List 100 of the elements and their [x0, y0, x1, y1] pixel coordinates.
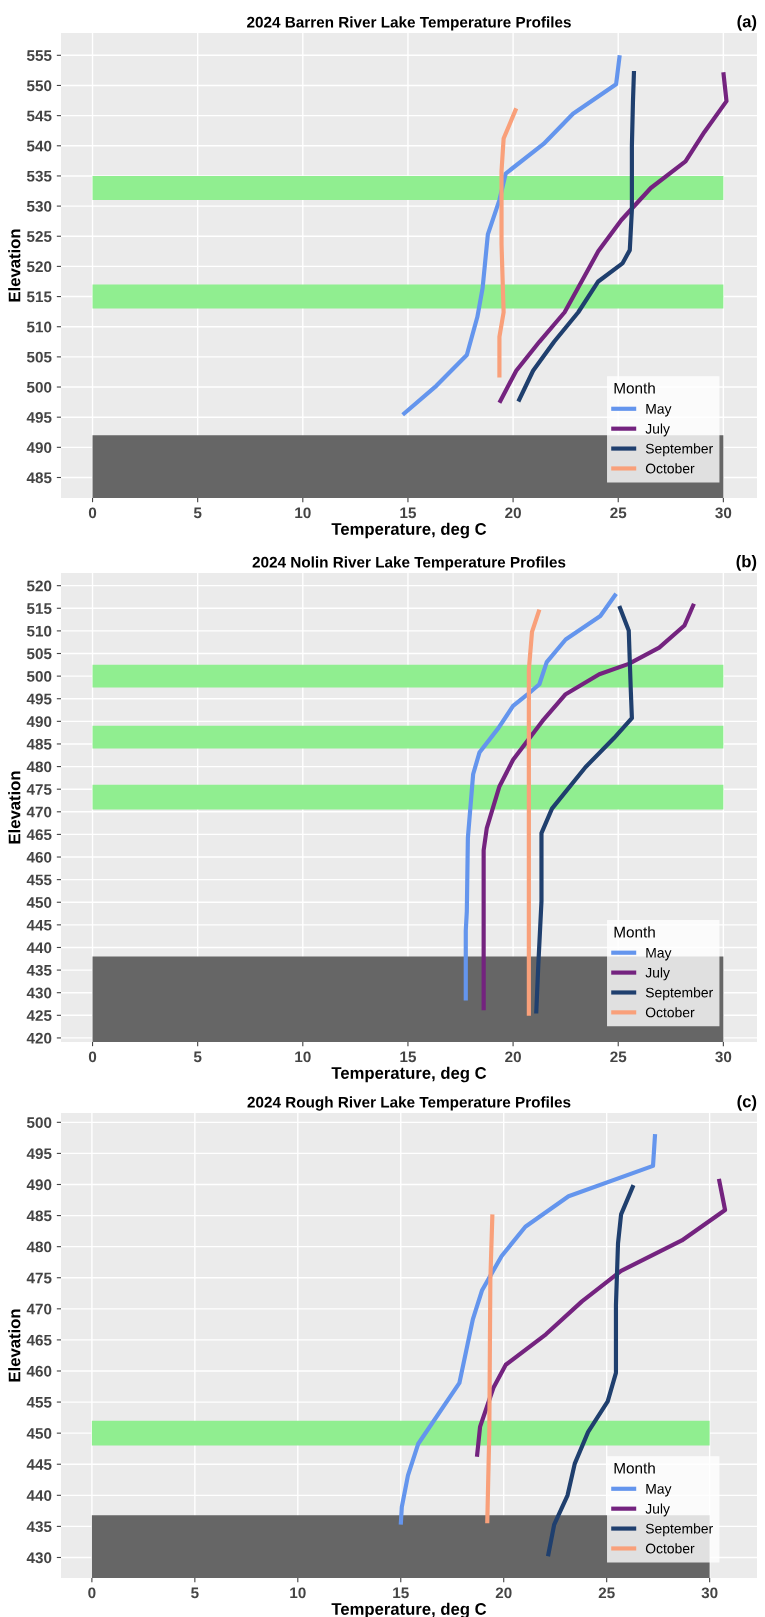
y-tick-label: 475: [26, 1272, 52, 1284]
text: (a): [737, 15, 757, 31]
y-tick-label: 505: [26, 648, 52, 660]
chart-title: 2024 Nolin River Lake Temperature Profiles: [252, 556, 566, 571]
y-tick-label: 500: [26, 1117, 52, 1129]
line-series: [474, 1176, 728, 1459]
y-tick-label: 450: [26, 1428, 52, 1439]
y-tick-label: 430: [26, 987, 52, 999]
x-tick-label: 25: [610, 507, 627, 519]
x-tick-label: 30: [715, 1051, 732, 1063]
y-tick-label: 515: [26, 603, 52, 614]
y-tick-label: 490: [26, 716, 52, 728]
x-tick-label: 5: [193, 507, 202, 519]
text: (b): [736, 555, 757, 571]
legend-label: October: [645, 463, 695, 474]
y-tick-label: 495: [26, 412, 52, 423]
y-axis-title: Elevation: [8, 229, 21, 302]
x-tick-label: 20: [505, 1051, 521, 1063]
y-tick-label: 510: [26, 321, 52, 333]
y-tick-label: 480: [26, 761, 52, 773]
y-tick-label: 555: [26, 50, 52, 61]
y-tick-label: 530: [26, 200, 52, 212]
y-tick-label: 460: [26, 1365, 52, 1377]
legend-label: May: [646, 1484, 672, 1497]
x-tick-label: 10: [295, 507, 311, 519]
y-tick-label: 535: [26, 170, 52, 182]
x-tick-label: 0: [88, 507, 97, 519]
y-tick-label: 430: [26, 1552, 52, 1564]
line-series: [526, 607, 542, 1018]
y-tick-label: 485: [26, 1210, 52, 1222]
line-series: [497, 70, 729, 405]
line-series: [485, 1212, 495, 1526]
y-tick-label: 500: [26, 670, 52, 682]
y-tick-label: 420: [26, 1032, 52, 1044]
legend-label: September: [645, 443, 713, 457]
y-tick-label: 465: [26, 1334, 52, 1346]
y-tick-label: 440: [26, 942, 52, 954]
y-tick-label: 455: [26, 1397, 52, 1408]
x-tick-label: 25: [610, 1051, 627, 1063]
legend-label: July: [645, 1503, 670, 1517]
y-tick-label: 445: [26, 1459, 52, 1470]
x-tick-label: 0: [88, 1587, 96, 1599]
y-tick-label: 445: [26, 919, 52, 931]
chart-title: 2024 Barren River Lake Temperature Profiles: [247, 16, 571, 31]
y-tick-label: 460: [26, 851, 52, 863]
y-tick-label: 450: [26, 897, 52, 908]
y-tick-label: 485: [26, 472, 52, 484]
y-tick-label: 495: [26, 693, 52, 705]
x-tick-label: 0: [88, 1051, 97, 1063]
x-tick-label: 10: [295, 1051, 311, 1063]
x-tick-label: 30: [715, 507, 732, 519]
x-tick-label: 20: [505, 507, 521, 519]
y-tick-label: 490: [26, 1179, 52, 1191]
x-tick-label: 15: [400, 1051, 417, 1063]
x-axis-title: Temperature, deg C: [331, 1066, 487, 1083]
y-tick-label: 540: [26, 140, 52, 152]
y-tick-label: 465: [26, 829, 52, 841]
x-tick-label: 30: [701, 1587, 718, 1599]
y-tick-label: 470: [26, 806, 52, 818]
y-tick-label: 495: [26, 1148, 52, 1160]
y-tick-label: 455: [26, 874, 52, 886]
y-tick-label: 520: [26, 261, 52, 273]
legend-title: Month: [614, 926, 655, 938]
y-tick-label: 480: [26, 1241, 52, 1253]
legend-label: September: [645, 987, 713, 1001]
y-tick-label: 500: [26, 381, 52, 393]
y-tick-label: 510: [26, 625, 52, 637]
y-tick-label: 520: [26, 580, 52, 592]
y-tick-label: 550: [26, 80, 52, 92]
x-tick-label: 20: [495, 1587, 512, 1599]
legend-label: July: [645, 423, 670, 437]
legend-label: October: [645, 1543, 695, 1554]
y-tick-label: 525: [26, 231, 52, 242]
x-tick-label: 10: [290, 1587, 306, 1599]
legend-label: May: [646, 404, 672, 417]
x-axis-title: Temperature, deg C: [331, 522, 487, 539]
y-tick-label: 425: [26, 1010, 52, 1021]
y-tick-label: 470: [26, 1303, 52, 1315]
y-tick-label: 435: [26, 1521, 52, 1533]
legend-title: Month: [614, 382, 655, 394]
y-tick-label: 485: [26, 738, 52, 750]
y-tick-label: 505: [26, 351, 52, 363]
chart-title: 2024 Rough River Lake Temperature Profiles: [247, 1096, 571, 1111]
y-tick-label: 490: [26, 442, 52, 454]
y-axis-title: Elevation: [8, 1309, 21, 1382]
x-tick-label: 5: [191, 1587, 199, 1599]
x-tick-label: 25: [598, 1587, 615, 1599]
legend-label: July: [645, 967, 670, 981]
x-tick-label: 15: [393, 1587, 409, 1599]
y-tick-label: 440: [26, 1490, 52, 1502]
y-tick-label: 435: [26, 964, 52, 976]
y-tick-label: 545: [26, 110, 52, 122]
x-tick-label: 15: [400, 507, 417, 519]
y-tick-label: 515: [26, 291, 52, 303]
y-tick-label: 475: [26, 784, 52, 795]
legend-label: September: [645, 1523, 713, 1537]
text: (c): [737, 1095, 757, 1111]
y-axis-title: Elevation: [8, 771, 21, 844]
x-tick-label: 5: [193, 1051, 202, 1063]
legend-label: May: [646, 948, 672, 961]
